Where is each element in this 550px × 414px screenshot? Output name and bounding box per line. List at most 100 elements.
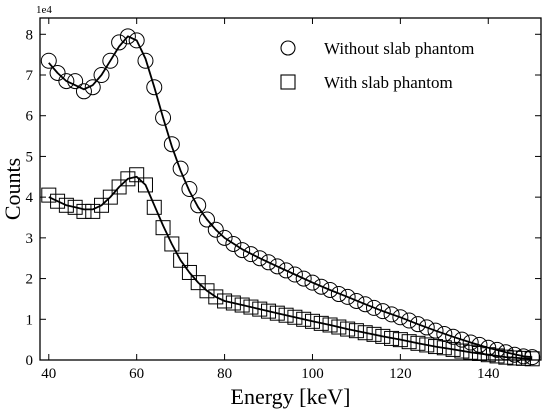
point-with-slab <box>331 319 347 335</box>
point-without-slab <box>383 306 400 323</box>
point-without-slab <box>445 328 462 345</box>
y-tick-label: 3 <box>26 231 34 247</box>
point-with-slab <box>181 264 197 280</box>
legend-item-with-slab: With slab phantom <box>280 73 453 92</box>
point-without-slab <box>366 299 382 316</box>
point-without-slab <box>119 28 136 45</box>
y-tick-label: 1 <box>26 312 34 328</box>
point-with-slab <box>234 297 250 313</box>
point-without-slab <box>357 296 374 313</box>
y-axis-label: Counts <box>0 158 25 220</box>
point-without-slab <box>251 250 268 267</box>
point-without-slab <box>111 34 128 51</box>
point-with-slab <box>463 344 479 360</box>
point-without-slab <box>225 235 242 252</box>
fit-curve-2 <box>48 35 533 358</box>
point-with-slab <box>155 220 171 236</box>
point-without-slab <box>313 278 330 295</box>
point-without-slab <box>190 197 207 214</box>
point-with-slab <box>304 313 320 329</box>
point-without-slab <box>330 286 347 303</box>
point-with-slab <box>296 311 312 327</box>
x-tick-label: 60 <box>129 366 144 382</box>
point-with-slab <box>50 193 66 209</box>
point-without-slab <box>260 254 277 271</box>
point-without-slab <box>67 73 84 90</box>
point-with-slab <box>217 293 233 309</box>
point-with-slab <box>515 350 531 366</box>
legend-square-marker <box>280 74 296 90</box>
point-without-slab <box>401 312 418 329</box>
point-without-slab <box>146 79 163 96</box>
point-with-slab <box>436 340 452 356</box>
point-with-slab <box>454 343 470 359</box>
point-with-slab <box>85 203 101 219</box>
point-with-slab <box>225 295 241 311</box>
plot-frame <box>39 17 542 361</box>
legend-label-without-slab: Without slab phantom <box>324 39 474 58</box>
point-without-slab <box>453 331 470 348</box>
point-with-slab <box>243 299 259 315</box>
point-without-slab <box>163 136 180 153</box>
point-with-slab <box>375 328 391 344</box>
point-with-slab <box>401 334 417 350</box>
ticks-layer: 40 60 80 100 120 140 0 1 2 3 4 5 6 7 8 <box>26 18 541 382</box>
fit-curves-layer <box>48 35 533 360</box>
point-without-slab <box>84 79 101 96</box>
legend: Without slab phantom With slab phantom <box>280 39 474 92</box>
y-scale-exponent: 1e4 <box>36 4 52 16</box>
point-with-slab <box>392 332 408 348</box>
point-without-slab <box>392 309 409 326</box>
fit-curve-3 <box>48 175 533 360</box>
point-with-slab <box>428 339 444 355</box>
x-tick-label: 40 <box>41 366 56 382</box>
point-without-slab <box>199 211 215 228</box>
point-with-slab <box>366 326 382 342</box>
point-without-slab <box>128 32 145 49</box>
point-without-slab <box>436 325 453 342</box>
point-without-slab <box>155 109 172 126</box>
point-without-slab <box>418 319 435 336</box>
point-without-slab <box>295 270 312 287</box>
point-without-slab <box>374 303 391 320</box>
point-without-slab <box>181 181 198 197</box>
point-without-slab <box>93 67 110 83</box>
point-with-slab <box>410 335 426 351</box>
point-without-slab <box>216 229 233 246</box>
point-with-slab <box>120 171 136 187</box>
point-with-slab <box>278 307 294 323</box>
point-without-slab <box>286 266 303 283</box>
point-without-slab <box>102 52 119 69</box>
point-without-slab <box>409 316 426 333</box>
legend-label-with-slab: With slab phantom <box>324 73 453 92</box>
point-with-slab <box>348 323 364 339</box>
point-with-slab <box>524 351 540 367</box>
point-with-slab <box>94 197 110 213</box>
point-with-slab <box>507 350 523 366</box>
point-with-slab <box>489 348 505 364</box>
point-without-slab <box>348 292 365 309</box>
point-with-slab <box>340 321 356 337</box>
point-with-slab <box>208 289 224 305</box>
y-tick-label: 2 <box>26 272 34 288</box>
y-tick-label: 7 <box>26 68 34 84</box>
point-with-slab <box>252 301 268 317</box>
x-tick-label: 100 <box>301 366 324 382</box>
point-with-slab <box>67 199 83 215</box>
point-with-slab <box>102 189 118 205</box>
y-tick-label: 8 <box>26 27 34 43</box>
point-with-slab <box>173 252 189 268</box>
point-with-slab <box>111 179 127 195</box>
point-without-slab <box>40 52 57 69</box>
point-with-slab <box>419 337 435 353</box>
point-without-slab <box>75 83 92 100</box>
point-with-slab <box>322 317 338 333</box>
x-axis-label: Energy [keV] <box>231 384 351 409</box>
x-tick-label: 140 <box>477 366 500 382</box>
point-without-slab <box>242 246 259 263</box>
point-with-slab <box>261 303 277 319</box>
y-tick-label: 0 <box>26 353 34 369</box>
point-with-slab <box>269 305 285 321</box>
point-without-slab <box>58 73 75 90</box>
